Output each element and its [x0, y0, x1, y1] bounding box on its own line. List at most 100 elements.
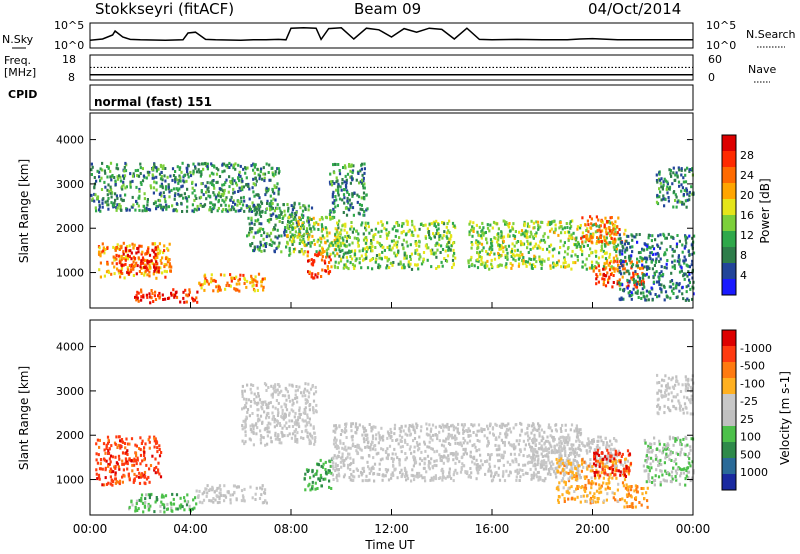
- data-cell: [241, 392, 244, 396]
- data-cell: [240, 200, 243, 203]
- data-cell: [171, 204, 174, 208]
- data-cell: [137, 291, 140, 295]
- data-cell: [134, 295, 137, 299]
- data-cell: [277, 215, 280, 219]
- data-cell: [105, 459, 108, 463]
- data-cell: [144, 252, 147, 256]
- data-cell: [233, 190, 236, 194]
- data-cell: [514, 230, 517, 233]
- data-cell: [330, 183, 334, 187]
- data-cell: [415, 241, 418, 245]
- data-cell: [298, 408, 301, 412]
- data-cell: [201, 492, 204, 496]
- data-cell: [316, 487, 319, 490]
- data-cell: [131, 174, 135, 178]
- data-cell: [167, 205, 170, 209]
- data-cell: [268, 203, 271, 207]
- data-cell: [653, 264, 656, 267]
- data-cell: [164, 200, 167, 204]
- data-cell: [621, 249, 624, 253]
- data-cell: [278, 187, 281, 191]
- data-cell: [304, 419, 307, 423]
- data-cell: [347, 452, 350, 456]
- data-cell: [303, 387, 307, 391]
- data-cell: [670, 279, 674, 282]
- data-cell: [213, 490, 216, 494]
- data-cell: [238, 179, 241, 183]
- data-cell: [147, 247, 150, 251]
- data-cell: [440, 260, 443, 264]
- data-cell: [379, 438, 382, 442]
- data-cell: [565, 222, 568, 225]
- data-cell: [333, 454, 336, 458]
- data-cell: [185, 293, 188, 297]
- data-cell: [380, 229, 383, 233]
- data-cell: [538, 255, 541, 259]
- data-cell: [468, 230, 471, 234]
- data-cell: [104, 200, 107, 204]
- data-cell: [111, 174, 114, 177]
- data-cell: [107, 207, 110, 211]
- data-cell: [126, 255, 130, 259]
- data-cell: [333, 199, 336, 203]
- data-cell: [557, 233, 560, 237]
- data-cell: [342, 266, 345, 270]
- data-cell: [341, 455, 344, 459]
- data-cell: [518, 262, 521, 266]
- data-cell: [621, 264, 624, 268]
- data-cell: [303, 408, 306, 411]
- data-cell: [563, 226, 566, 230]
- data-cell: [248, 231, 251, 235]
- data-cell: [681, 292, 684, 296]
- data-cell: [273, 389, 276, 393]
- data-cell: [519, 240, 522, 244]
- data-cell: [533, 257, 536, 261]
- data-cell: [396, 229, 399, 233]
- data-cell: [323, 250, 326, 254]
- data-cell: [684, 298, 687, 302]
- data-cell: [349, 478, 352, 482]
- data-cell: [563, 256, 566, 260]
- data-cell: [345, 422, 348, 426]
- data-cell: [128, 244, 131, 248]
- data-cell: [317, 463, 320, 467]
- data-cell: [399, 260, 402, 264]
- cpid-label: CPID: [8, 88, 37, 101]
- data-cell: [433, 222, 436, 226]
- data-cell: [298, 250, 302, 254]
- data-cell: [513, 236, 516, 240]
- data-cell: [152, 186, 156, 190]
- data-cell: [642, 278, 645, 282]
- data-cell: [478, 241, 481, 245]
- data-cell: [359, 447, 362, 451]
- data-cell: [306, 254, 309, 258]
- data-cell: [234, 209, 237, 213]
- data-cell: [212, 497, 215, 500]
- data-cell: [657, 280, 660, 284]
- data-cell: [257, 194, 260, 197]
- data-cell: [534, 428, 537, 432]
- data-cell: [525, 232, 528, 236]
- data-cell: [513, 452, 516, 456]
- data-cell: [290, 408, 293, 412]
- data-cell: [685, 187, 688, 191]
- data-cell: [434, 244, 437, 247]
- data-cell: [412, 425, 415, 429]
- data-cell: [660, 185, 663, 189]
- data-cell: [310, 486, 314, 490]
- data-cell: [361, 208, 364, 212]
- data-cell: [126, 257, 130, 261]
- data-cell: [106, 175, 109, 179]
- data-cell: [354, 430, 357, 434]
- data-cell: [256, 426, 259, 430]
- data-cell: [122, 256, 125, 260]
- data-cell: [524, 260, 527, 264]
- data-cell: [574, 261, 577, 265]
- data-cell: [691, 259, 694, 263]
- data-cell: [640, 256, 643, 260]
- colorbar-swatch: [722, 247, 736, 263]
- data-cell: [346, 466, 350, 470]
- data-cell: [148, 440, 151, 444]
- data-cell: [113, 201, 116, 205]
- data-cell: [645, 256, 648, 260]
